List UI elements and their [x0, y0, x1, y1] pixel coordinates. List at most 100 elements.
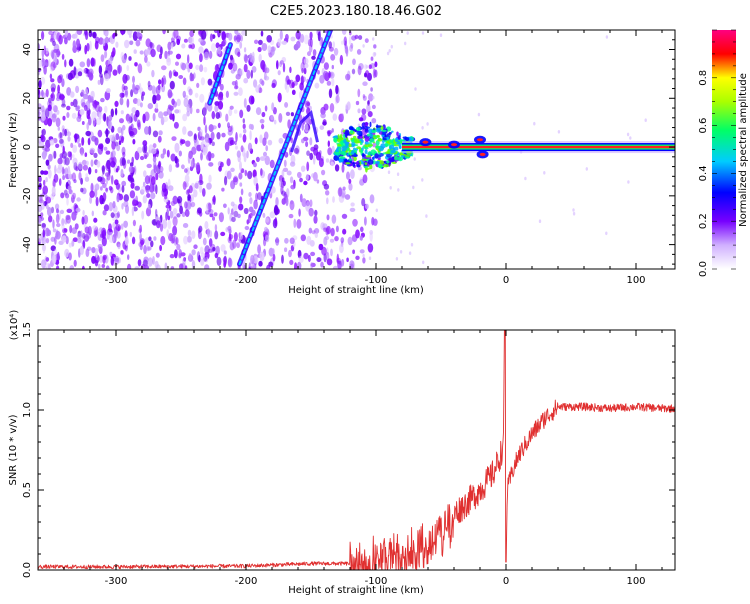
- noise-blob: [80, 152, 84, 157]
- noise-blob: [220, 161, 224, 168]
- noise-blob: [219, 83, 224, 91]
- noise-blob: [112, 32, 118, 37]
- noise-blob: [42, 185, 48, 195]
- noise-blob: [266, 35, 273, 43]
- noise-blob: [259, 156, 266, 162]
- noise-blob: [84, 88, 88, 96]
- noise-blob: [67, 136, 71, 142]
- noise-blob: [190, 194, 195, 202]
- noise-blob: [357, 65, 362, 76]
- noise-blob: [120, 51, 125, 61]
- noise-blob: [255, 107, 262, 116]
- noise-blob: [301, 198, 307, 208]
- noise-blob: [327, 130, 331, 137]
- noise-blob: [61, 98, 66, 107]
- carrier-blob: [379, 160, 385, 165]
- noise-blob: [254, 137, 258, 145]
- noise-blob: [271, 82, 276, 89]
- noise-blob: [144, 111, 150, 122]
- noise-blob: [300, 33, 305, 43]
- noise-blob: [68, 169, 71, 180]
- noise-blob: [330, 54, 336, 61]
- noise-blob: [83, 104, 88, 111]
- noise-blob: [92, 31, 97, 39]
- noise-blob: [83, 187, 87, 194]
- noise-blob: [182, 90, 186, 98]
- noise-blob: [218, 165, 222, 172]
- y-tick-label: 40: [22, 43, 33, 56]
- noise-blob: [234, 30, 239, 35]
- noise-blob: [53, 105, 58, 113]
- noise-blob: [105, 137, 111, 144]
- noise-blob: [320, 112, 326, 119]
- noise-blob: [160, 235, 166, 246]
- noise-blob: [185, 62, 190, 70]
- noise-blob: [557, 130, 561, 134]
- noise-blob: [255, 85, 260, 93]
- noise-blob: [47, 169, 52, 179]
- noise-blob: [66, 112, 70, 118]
- noise-blob: [95, 196, 99, 207]
- noise-blob: [186, 103, 191, 113]
- carrier-blob: [354, 152, 357, 158]
- noise-blob: [147, 80, 151, 88]
- noise-blob: [150, 240, 154, 248]
- noise-blob: [182, 126, 187, 135]
- noise-blob: [305, 174, 309, 181]
- noise-blob: [214, 224, 218, 232]
- noise-blob: [115, 41, 119, 48]
- noise-blob: [176, 162, 180, 168]
- carrier-blob: [344, 158, 348, 163]
- noise-blob: [66, 87, 72, 96]
- carrier-blob: [382, 138, 388, 141]
- noise-blob: [82, 265, 85, 269]
- noise-blob: [144, 264, 150, 269]
- noise-blob: [178, 75, 184, 79]
- noise-blob: [58, 34, 63, 45]
- noise-blob: [57, 164, 63, 170]
- noise-blob: [110, 108, 115, 118]
- noise-blob: [121, 30, 124, 36]
- noise-blob: [197, 207, 202, 214]
- noise-blob: [164, 50, 168, 60]
- noise-blob: [167, 89, 173, 99]
- noise-blob: [221, 187, 225, 192]
- noise-blob: [259, 134, 263, 144]
- noise-blob: [155, 208, 158, 217]
- noise-blob: [121, 83, 125, 93]
- noise-blob: [45, 196, 52, 204]
- noise-blob: [53, 30, 60, 40]
- noise-blob: [62, 128, 66, 136]
- noise-blob: [249, 130, 252, 141]
- noise-blob: [304, 100, 310, 108]
- noise-blob: [372, 95, 375, 100]
- noise-blob: [61, 53, 65, 60]
- noise-blob: [299, 193, 303, 203]
- noise-blob: [57, 126, 60, 131]
- noise-blob: [386, 51, 390, 56]
- noise-blob: [43, 179, 46, 186]
- noise-blob: [66, 105, 71, 111]
- noise-blob: [99, 255, 104, 263]
- noise-blob: [321, 246, 327, 256]
- noise-blob: [341, 164, 345, 173]
- noise-blob: [174, 156, 178, 164]
- noise-blob: [135, 109, 140, 118]
- noise-blob: [312, 155, 316, 165]
- x-axis-label: Height of straight line (km): [288, 585, 424, 596]
- noise-blob: [191, 146, 197, 155]
- noise-blob: [90, 90, 95, 99]
- noise-blob: [308, 227, 313, 234]
- noise-blob: [605, 35, 609, 39]
- noise-blob: [179, 205, 184, 215]
- noise-blob: [69, 151, 73, 161]
- noise-blob: [183, 257, 187, 262]
- noise-blob: [297, 171, 302, 179]
- noise-blob: [426, 122, 429, 126]
- noise-blob: [157, 84, 161, 91]
- carrier-blob: [340, 140, 344, 145]
- noise-blob: [160, 153, 165, 159]
- noise-blob: [100, 186, 103, 191]
- noise-blob: [217, 93, 223, 101]
- noise-blob: [364, 216, 367, 226]
